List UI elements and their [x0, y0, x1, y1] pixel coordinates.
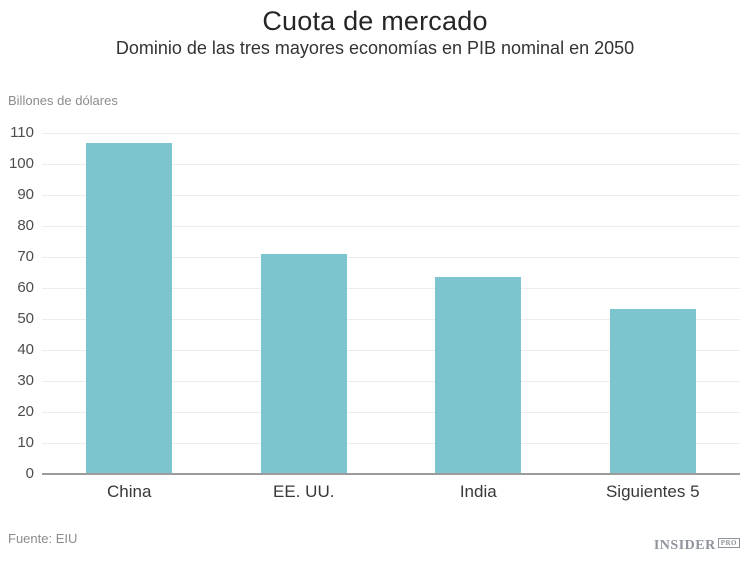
gridline — [42, 319, 740, 320]
y-tick-label: 100 — [8, 155, 34, 172]
y-tick-label: 40 — [17, 341, 34, 358]
bar-slot — [217, 133, 392, 474]
category-label: India — [459, 482, 497, 501]
chart-title: Cuota de mercado — [262, 6, 488, 36]
chart-subtitle: Dominio de las tres mayores economías en… — [115, 38, 635, 58]
gridline — [42, 257, 740, 258]
x-axis-category-labels: China EE. UU. India Siguientes 5 — [42, 482, 740, 502]
gridline — [42, 412, 740, 413]
bar-siguientes-5 — [609, 308, 696, 474]
y-tick-label: 70 — [17, 248, 34, 265]
y-tick-label: 80 — [17, 217, 34, 234]
category-label: Siguientes 5 — [605, 482, 700, 501]
gridline — [42, 443, 740, 444]
bar-china — [86, 143, 173, 474]
gridline — [42, 164, 740, 165]
category-label: China — [107, 482, 152, 501]
gridline — [42, 288, 740, 289]
logo-pro-badge: PRO — [717, 538, 740, 548]
y-axis-unit-label: Billones de dólares — [8, 93, 118, 108]
bar-india — [435, 277, 522, 474]
source-label: Fuente: EIU — [8, 531, 78, 546]
bar-slot — [566, 133, 741, 474]
y-tick-label: 50 — [17, 310, 34, 327]
bars-group — [42, 133, 740, 474]
gridline — [42, 226, 740, 227]
y-tick-label: 60 — [17, 279, 34, 296]
bar-chart: 0 10 20 30 40 50 60 70 80 90 100 110 China EE. UU. In… — [0, 124, 750, 501]
gridline — [42, 133, 740, 134]
gridline — [42, 195, 740, 196]
y-tick-label: 10 — [17, 434, 34, 451]
y-tick-label: 110 — [10, 124, 34, 141]
gridline — [42, 350, 740, 351]
gridline — [42, 381, 740, 382]
x-axis-baseline — [42, 473, 740, 475]
logo-text: INSIDER — [653, 538, 716, 553]
y-tick-label: 20 — [17, 403, 34, 420]
y-tick-label: 90 — [17, 186, 34, 203]
category-label: EE. UU. — [273, 482, 335, 501]
insider-pro-logo: INSIDER PRO — [654, 538, 740, 554]
plot-area — [42, 133, 740, 475]
bar-slot — [42, 133, 217, 474]
y-tick-label: 30 — [17, 372, 34, 389]
bar-slot — [391, 133, 566, 474]
bar-ee-uu — [260, 254, 347, 474]
y-tick-label: 0 — [25, 465, 34, 482]
